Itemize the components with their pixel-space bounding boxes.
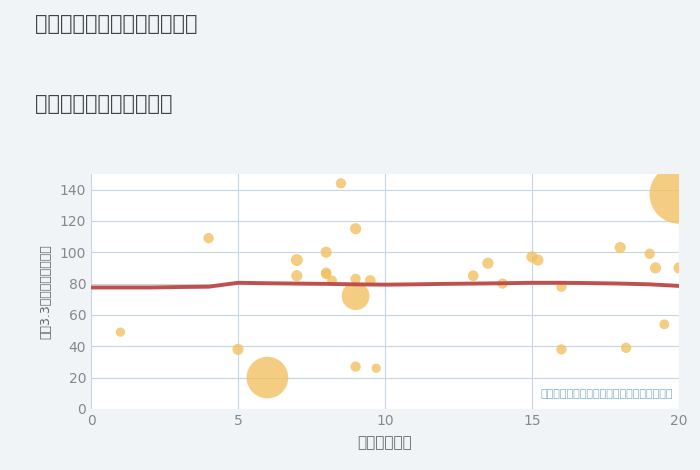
- Point: [482, 259, 493, 267]
- Text: 駅距離別中古戸建て価格: 駅距離別中古戸建て価格: [35, 94, 172, 114]
- Point: [335, 180, 346, 187]
- Point: [321, 249, 332, 256]
- Point: [468, 272, 479, 280]
- Point: [350, 363, 361, 370]
- Y-axis label: 坪（3.3㎡）単価（万円）: 坪（3.3㎡）単価（万円）: [40, 244, 52, 339]
- Point: [615, 244, 626, 251]
- Point: [365, 277, 376, 284]
- Point: [620, 344, 631, 352]
- Point: [232, 345, 244, 353]
- Text: 円の大きさは、取引のあった物件面積を示す: 円の大きさは、取引のあった物件面積を示す: [540, 390, 673, 400]
- Text: 愛知県一宮市萩原町西御堂の: 愛知県一宮市萩原町西御堂の: [35, 14, 197, 34]
- Point: [350, 275, 361, 282]
- Point: [556, 283, 567, 290]
- Point: [321, 269, 332, 276]
- Point: [350, 292, 361, 300]
- X-axis label: 駅距離（分）: 駅距離（分）: [358, 435, 412, 450]
- Point: [115, 329, 126, 336]
- Point: [532, 256, 543, 264]
- Point: [673, 264, 685, 272]
- Point: [673, 190, 685, 198]
- Point: [644, 250, 655, 258]
- Point: [262, 374, 273, 381]
- Point: [203, 235, 214, 242]
- Point: [321, 270, 332, 278]
- Point: [650, 264, 661, 272]
- Point: [556, 345, 567, 353]
- Point: [291, 272, 302, 280]
- Point: [291, 256, 302, 264]
- Point: [326, 277, 337, 284]
- Point: [370, 364, 382, 372]
- Point: [497, 280, 508, 287]
- Point: [350, 225, 361, 233]
- Point: [526, 253, 538, 261]
- Point: [659, 321, 670, 328]
